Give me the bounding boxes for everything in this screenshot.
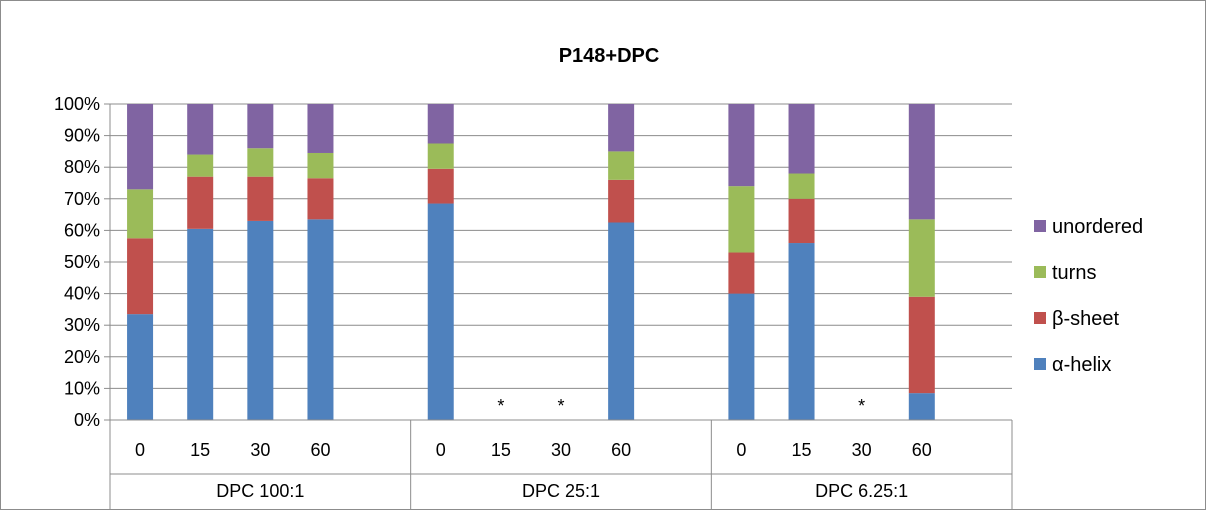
- bar-segment--helix: [187, 228, 214, 420]
- bar-segment-turns: [908, 219, 935, 297]
- bar-segment--sheet: [608, 179, 635, 223]
- x-tick-label: 0: [736, 440, 746, 460]
- bar-segment--sheet: [728, 252, 755, 294]
- bar-segment--helix: [427, 203, 454, 420]
- x-tick-label: 30: [852, 440, 872, 460]
- x-tick-label: 60: [611, 440, 631, 460]
- bar-segment-turns: [127, 189, 154, 239]
- bar-segment--sheet: [427, 168, 454, 204]
- bar-segment-turns: [728, 186, 755, 253]
- bar-segment--helix: [908, 393, 935, 420]
- y-tick-label: 0%: [74, 410, 100, 430]
- x-tick-label: 60: [310, 440, 330, 460]
- bar-segment-turns: [247, 148, 274, 177]
- chart-title: P148+DPC: [559, 45, 660, 67]
- legend-swatch: [1034, 312, 1046, 324]
- missing-data-marker: *: [858, 396, 865, 416]
- bar-segment--sheet: [788, 198, 815, 244]
- y-tick-label: 100%: [54, 94, 100, 114]
- bar-segment-unordered: [908, 104, 935, 220]
- bar-segment--helix: [127, 314, 154, 420]
- y-tick-label: 20%: [64, 347, 100, 367]
- bar-segment-turns: [608, 151, 635, 180]
- y-tick-label: 70%: [64, 189, 100, 209]
- group-label: DPC 6.25:1: [815, 481, 908, 501]
- legend-swatch: [1034, 358, 1046, 370]
- bar-segment-turns: [187, 154, 214, 177]
- y-tick-label: 30%: [64, 315, 100, 335]
- bar-segment--helix: [247, 220, 274, 420]
- bar-segment-unordered: [728, 104, 755, 187]
- bar-segment-unordered: [127, 104, 154, 190]
- missing-data-marker: *: [497, 396, 504, 416]
- bar-segment--sheet: [307, 178, 334, 220]
- bar-segment-unordered: [608, 104, 635, 152]
- legend-swatch: [1034, 220, 1046, 232]
- group-label: DPC 25:1: [522, 481, 600, 501]
- bar-segment--sheet: [247, 176, 274, 221]
- bar-segment-turns: [788, 173, 815, 199]
- legend: unordered turns β-sheet α-helix: [1034, 216, 1143, 376]
- legend-swatch: [1034, 266, 1046, 278]
- x-tick-label: 0: [436, 440, 446, 460]
- bar-segment--helix: [728, 293, 755, 420]
- bar-segment-unordered: [427, 104, 454, 144]
- y-tick-label: 90%: [64, 126, 100, 146]
- bar-segment--sheet: [908, 296, 935, 394]
- bar-segment--sheet: [187, 176, 214, 229]
- legend-label: β-sheet: [1052, 308, 1120, 330]
- y-tick-label: 10%: [64, 378, 100, 398]
- bar-segment--helix: [307, 219, 334, 420]
- bar-segment--sheet: [127, 238, 154, 315]
- group-label: DPC 100:1: [216, 481, 304, 501]
- bar-segment-turns: [307, 152, 334, 179]
- y-axis: 0% 10% 20% 30% 40% 50% 60% 70% 80% 90% 100%: [54, 94, 111, 430]
- y-tick-label: 50%: [64, 252, 100, 272]
- bar-segment-unordered: [187, 104, 214, 155]
- bar-segment-unordered: [247, 104, 274, 149]
- y-tick-label: 40%: [64, 284, 100, 304]
- bar-segment--helix: [788, 243, 815, 420]
- bar-segment-unordered: [307, 104, 334, 153]
- x-tick-label: 15: [792, 440, 812, 460]
- x-tick-label: 0: [135, 440, 145, 460]
- x-tick-label: 30: [551, 440, 571, 460]
- bar-segment-unordered: [788, 104, 815, 174]
- legend-label: unordered: [1052, 216, 1143, 238]
- bar-segment-turns: [427, 143, 454, 169]
- legend-label: turns: [1052, 262, 1096, 284]
- y-tick-label: 60%: [64, 220, 100, 240]
- x-tick-label: 30: [250, 440, 270, 460]
- x-tick-label: 15: [491, 440, 511, 460]
- bar-segment--helix: [608, 222, 635, 420]
- x-axis: 0 15 30 60 DPC 100:1 0 15 30 60 DPC 25:1 0 15 30 60 DP…: [109, 419, 1013, 509]
- x-tick-label: 60: [912, 440, 932, 460]
- x-tick-label: 15: [190, 440, 210, 460]
- legend-label: α-helix: [1052, 354, 1111, 376]
- bars: * * *: [127, 104, 935, 420]
- missing-data-marker: *: [557, 396, 564, 416]
- y-tick-label: 80%: [64, 157, 100, 177]
